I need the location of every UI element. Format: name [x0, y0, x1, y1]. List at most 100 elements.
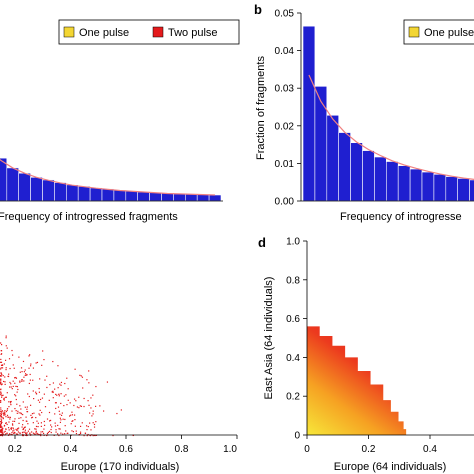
scatter-point-c [85, 425, 88, 427]
scatter-point-c [0, 350, 3, 352]
scatter-point-c [20, 417, 22, 419]
scatter-point-c [22, 360, 25, 363]
points-c [0, 335, 134, 437]
scatter-point-c [74, 425, 76, 427]
scatter-point-c [21, 426, 23, 428]
scatter-point-c [60, 432, 62, 434]
scatter-point-c [9, 401, 12, 403]
scatter-point-c [16, 403, 18, 405]
scatter-point-c [36, 432, 38, 434]
scatter-point-c [69, 415, 71, 417]
bar-b-bar [338, 132, 351, 202]
scatter-point-c [33, 412, 35, 414]
scatter-point-c [28, 355, 30, 357]
scatter-point-c [59, 413, 61, 415]
scatter-point-c [22, 424, 24, 426]
scatter-point-c [79, 431, 82, 433]
scatter-point-c [31, 431, 33, 433]
scatter-point-c [8, 373, 10, 375]
panel-d-heatmap: d East Asia (64 individuals) 00.20.40.60… [258, 235, 474, 473]
scatter-point-c [74, 419, 76, 421]
scatter-point-c [43, 393, 45, 395]
scatter-point-c [35, 428, 37, 430]
scatter-point-c [1, 394, 3, 397]
scatter-point-c [25, 416, 27, 418]
scatter-point-c [5, 422, 7, 424]
scatter-point-c [39, 398, 42, 401]
scatter-point-c [9, 418, 11, 420]
scatter-point-c [95, 434, 97, 437]
scatter-point-c [24, 374, 26, 377]
scatter-point-c [11, 388, 13, 390]
scatter-point-c [1, 430, 3, 432]
scatter-point-c [22, 401, 24, 403]
scatter-point-c [0, 424, 2, 426]
scatter-point-c [23, 426, 26, 429]
scatter-point-c [0, 419, 3, 421]
scatter-point-c [0, 361, 3, 363]
y-tick-label-d: 0.2 [286, 392, 300, 403]
scatter-point-c [30, 363, 32, 365]
scatter-point-c [20, 367, 23, 369]
bar-b-bar [362, 150, 375, 202]
scatter-point-c [65, 430, 67, 432]
scatter-point-c [4, 412, 6, 414]
scatter-point-c [41, 431, 44, 433]
scatter-point-c [27, 393, 29, 395]
scatter-point-c [53, 434, 55, 437]
scatter-point-c [38, 401, 41, 403]
scatter-point-c [18, 412, 20, 414]
scatter-point-c [16, 391, 18, 393]
scatter-point-c [8, 429, 10, 431]
scatter-point-c [10, 404, 12, 406]
scatter-point-c [0, 415, 3, 417]
scatter-point-c [39, 414, 41, 416]
scatter-point-c [21, 432, 24, 434]
scatter-point-c [71, 420, 73, 422]
scatter-point-c [26, 411, 29, 413]
scatter-point-c [52, 390, 54, 392]
scatter-point-c [17, 427, 20, 429]
x-axis-label-d: Europe (64 individuals) [334, 461, 447, 473]
scatter-point-c [31, 416, 34, 418]
scatter-point-c [0, 393, 2, 395]
bar-a-bar [137, 191, 150, 202]
scatter-point-c [13, 367, 15, 369]
scatter-point-c [0, 368, 2, 370]
bar-a-bar [66, 184, 79, 202]
scatter-point-c [1, 426, 3, 428]
scatter-point-c [16, 433, 19, 435]
scatter-point-c [28, 367, 30, 369]
scatter-point-c [22, 433, 24, 436]
scatter-point-c [67, 388, 69, 390]
scatter-point-c [57, 424, 59, 427]
scatter-point-c [40, 425, 42, 427]
scatter-point-c [25, 432, 27, 434]
scatter-point-c [54, 425, 57, 427]
scatter-point-c [29, 354, 31, 356]
legend-b: One pulse [403, 19, 474, 45]
scatter-point-c [47, 431, 50, 434]
bar-a-bar [161, 192, 174, 202]
scatter-point-c [59, 428, 61, 430]
scatter-point-c [35, 362, 37, 364]
scatter-point-c [0, 407, 2, 409]
scatter-point-c [23, 376, 25, 378]
scatter-point-c [4, 383, 6, 386]
bar-a-bar [42, 179, 55, 202]
scatter-point-c [0, 410, 2, 413]
scatter-point-c [60, 381, 63, 384]
scatter-point-c [95, 385, 97, 388]
scatter-point-c [75, 430, 77, 432]
scatter-point-c [0, 420, 2, 423]
scatter-point-c [10, 386, 12, 388]
scatter-point-c [16, 412, 18, 414]
scatter-point-c [1, 383, 3, 385]
scatter-point-c [0, 344, 3, 346]
scatter-point-c [30, 414, 32, 416]
scatter-point-c [10, 433, 12, 436]
scatter-point-c [0, 342, 2, 344]
scatter-point-c [36, 420, 38, 422]
scatter-point-c [60, 414, 63, 417]
